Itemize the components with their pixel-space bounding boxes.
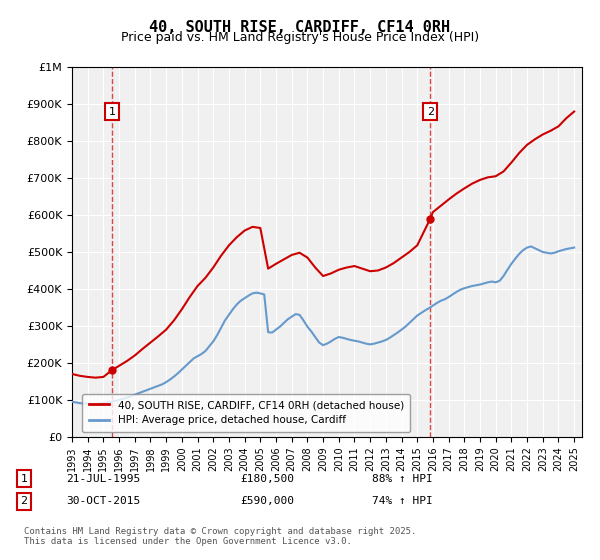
Text: 21-JUL-1995: 21-JUL-1995: [66, 474, 140, 484]
Text: 88% ↑ HPI: 88% ↑ HPI: [372, 474, 433, 484]
Text: 30-OCT-2015: 30-OCT-2015: [66, 496, 140, 506]
Text: £590,000: £590,000: [240, 496, 294, 506]
Text: 1: 1: [109, 106, 116, 116]
Text: 2: 2: [427, 106, 434, 116]
Text: 40, SOUTH RISE, CARDIFF, CF14 0RH: 40, SOUTH RISE, CARDIFF, CF14 0RH: [149, 20, 451, 35]
Text: £180,500: £180,500: [240, 474, 294, 484]
Text: 1: 1: [20, 474, 28, 484]
Text: Contains HM Land Registry data © Crown copyright and database right 2025.
This d: Contains HM Land Registry data © Crown c…: [24, 526, 416, 546]
Text: 2: 2: [20, 496, 28, 506]
Text: Price paid vs. HM Land Registry's House Price Index (HPI): Price paid vs. HM Land Registry's House …: [121, 31, 479, 44]
Text: 74% ↑ HPI: 74% ↑ HPI: [372, 496, 433, 506]
Legend: 40, SOUTH RISE, CARDIFF, CF14 0RH (detached house), HPI: Average price, detached: 40, SOUTH RISE, CARDIFF, CF14 0RH (detac…: [82, 394, 410, 432]
